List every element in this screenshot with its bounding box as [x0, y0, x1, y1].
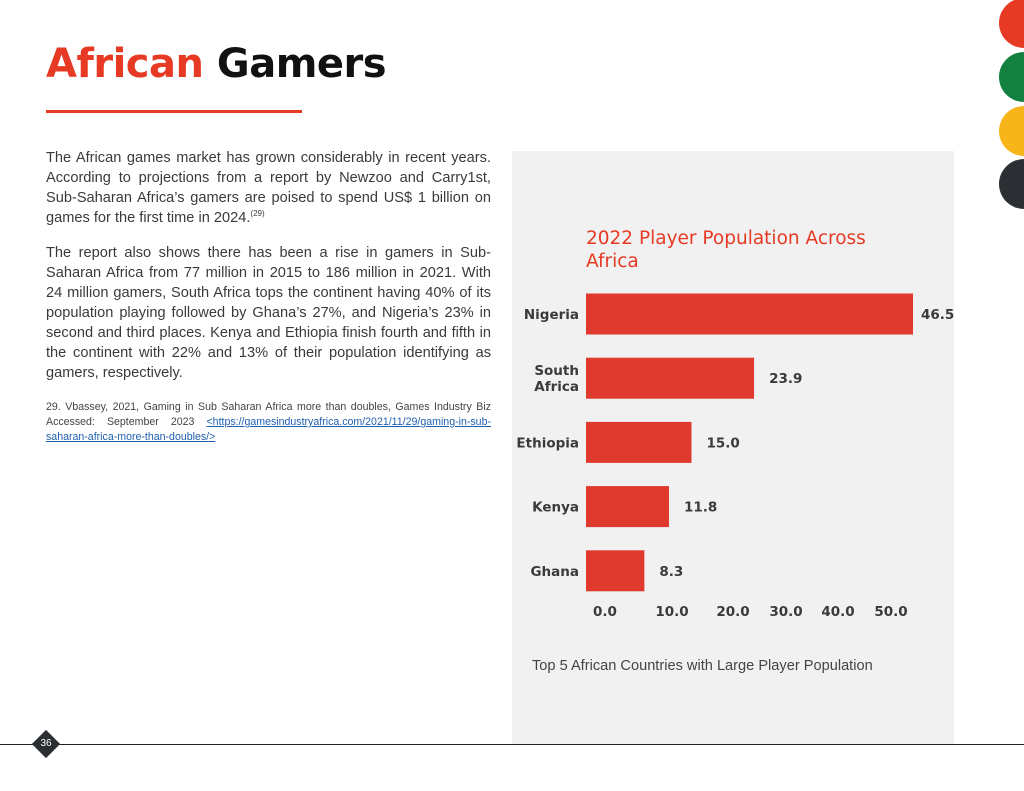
- page-title: African Gamers: [46, 36, 387, 92]
- title-main: Gamers: [203, 41, 387, 87]
- x-tick-label: 10.0: [655, 604, 688, 620]
- chart-title-line: 2022 Player Population Across: [586, 228, 866, 249]
- bar-value-label: 15.0: [706, 435, 739, 451]
- footnote: 29. Vbassey, 2021, Gaming in Sub Saharan…: [46, 400, 491, 445]
- intro-paragraph-text: The African games market has grown consi…: [46, 150, 491, 226]
- page-number: 36: [40, 738, 52, 749]
- bar: [586, 357, 755, 399]
- category-label: Ethiopia: [516, 435, 579, 451]
- category-label: Kenya: [532, 500, 579, 516]
- intro-paragraph: The African games market has grown consi…: [46, 148, 491, 228]
- category-label: Africa: [534, 379, 579, 395]
- bar: [586, 293, 913, 335]
- x-tick-label: 50.0: [874, 604, 907, 620]
- page-number-badge: 36: [31, 729, 61, 759]
- x-tick-label: 30.0: [769, 604, 802, 620]
- chart-title-line: Africa: [586, 251, 639, 272]
- chart-panel: 2022 Player Population Across Africa 46.5 N…: [512, 151, 954, 745]
- bar-value-label: 23.9: [769, 371, 802, 387]
- x-tick-label: 40.0: [821, 604, 854, 620]
- report-paragraph: The report also shows there has been a r…: [46, 245, 491, 381]
- category-label: Nigeria: [524, 307, 579, 323]
- x-tick-label: 20.0: [716, 604, 749, 620]
- title-underline: [46, 110, 302, 113]
- bar-value-label: 11.8: [684, 500, 717, 516]
- bar: [586, 550, 645, 592]
- footnote-reference: (29): [250, 209, 265, 218]
- title-accent: African: [46, 41, 204, 87]
- green-dot-icon: [999, 52, 1024, 102]
- footer-rule: [0, 744, 1024, 745]
- bar-value-label: 46.5: [921, 307, 954, 323]
- bar-value-label: 8.3: [659, 564, 683, 580]
- category-label: Ghana: [530, 564, 579, 580]
- bar-chart: 2022 Player Population AcrossAfrica46.5N…: [516, 228, 954, 620]
- chart-caption: Top 5 African Countries with Large Playe…: [532, 658, 873, 674]
- decorative-dots: [999, 0, 1024, 210]
- yellow-dot-icon: [999, 106, 1024, 156]
- footnote-link[interactable]: <https://gamesindustryafrica.com/2021/11…: [46, 416, 491, 443]
- red-dot-icon: [999, 0, 1024, 48]
- bar: [586, 486, 669, 528]
- x-tick-label: 0.0: [593, 604, 617, 620]
- dark-dot-icon: [999, 159, 1024, 209]
- footnote-text: 29. Vbassey, 2021, Gaming in Sub Saharan…: [46, 401, 491, 428]
- category-label: South: [534, 363, 579, 379]
- bar: [586, 421, 692, 463]
